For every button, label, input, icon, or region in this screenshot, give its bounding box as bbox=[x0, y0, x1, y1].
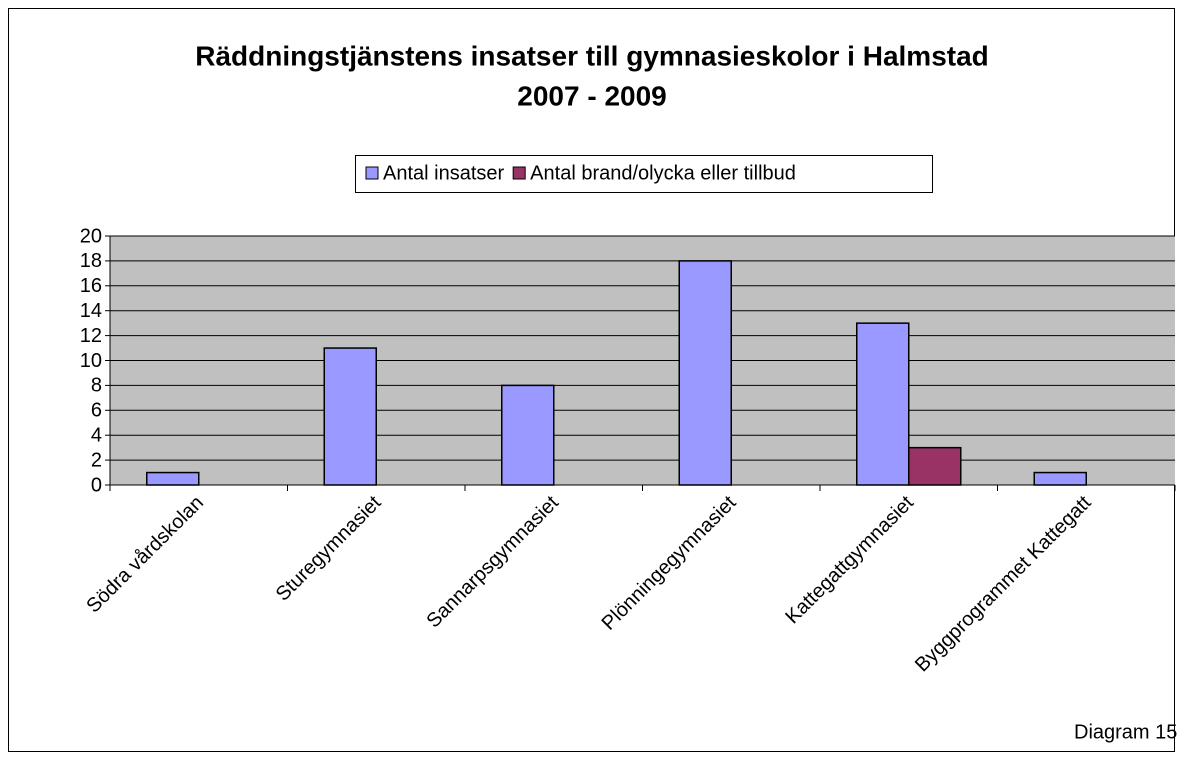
y-tick-label: 14 bbox=[80, 300, 102, 322]
bar bbox=[908, 446, 962, 486]
y-tick-label: 0 bbox=[91, 474, 102, 496]
y-tick-label: 12 bbox=[80, 325, 102, 347]
legend-label: Antal brand/olycka eller tillbud bbox=[530, 162, 796, 184]
legend-swatch bbox=[365, 166, 379, 180]
y-tick-label: 2 bbox=[91, 449, 102, 471]
chart-title: 2007 - 2009 bbox=[517, 80, 666, 111]
annotation: Diagram 15 bbox=[1074, 721, 1177, 743]
y-tick-label: 8 bbox=[91, 375, 102, 397]
y-tick-label: 10 bbox=[80, 350, 102, 372]
chart-title: Räddningstjänstens insatser till gymnasi… bbox=[195, 40, 989, 71]
y-tick-label: 4 bbox=[91, 424, 102, 446]
bar bbox=[856, 322, 910, 486]
bar bbox=[146, 471, 200, 486]
bar bbox=[323, 347, 377, 486]
bar bbox=[1033, 471, 1087, 486]
bar bbox=[501, 384, 555, 486]
y-tick-label: 6 bbox=[91, 400, 102, 422]
y-tick-label: 18 bbox=[80, 250, 102, 272]
legend-swatch bbox=[512, 166, 526, 180]
y-tick-label: 20 bbox=[80, 225, 102, 247]
legend-label: Antal insatser bbox=[383, 162, 505, 184]
legend-box bbox=[355, 155, 933, 193]
bar bbox=[678, 260, 732, 486]
y-tick-label: 16 bbox=[80, 275, 102, 297]
